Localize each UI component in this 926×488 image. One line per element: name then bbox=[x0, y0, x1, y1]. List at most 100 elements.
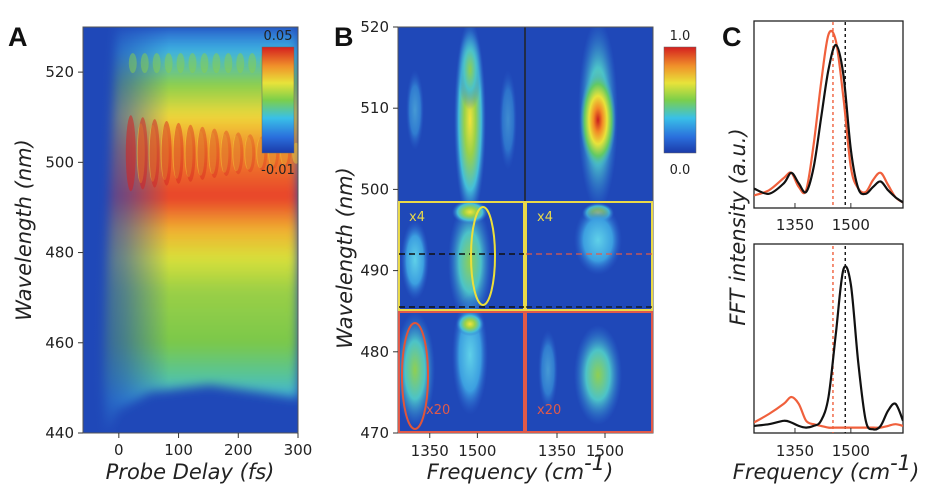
panel-c-top-xtick-label: 1350 bbox=[776, 216, 814, 234]
panel-b-right-x4-box bbox=[525, 201, 653, 311]
panel-c-bottom-xtick-label: 1350 bbox=[776, 442, 814, 460]
panel-b-left-x4-label: x4 bbox=[409, 210, 425, 225]
panel-b-left-top-band bbox=[458, 30, 482, 110]
panel-a-xtick-label: 0 bbox=[114, 441, 124, 459]
panel-b-colorbar-max: 1.0 bbox=[670, 29, 691, 44]
panel-b-ytick-label: 490 bbox=[360, 262, 389, 280]
panel-a-ripple-warm bbox=[244, 136, 253, 170]
panel-b-xtick-label: 1350 bbox=[411, 442, 449, 460]
panel-a-colorbar-max: 0.05 bbox=[264, 29, 293, 44]
panel-a-ripple-warm bbox=[172, 127, 181, 179]
panel-a-ripple-top bbox=[200, 53, 209, 74]
panel-a-ripple-hot bbox=[137, 117, 148, 190]
panel-b-ytick-label: 510 bbox=[360, 99, 389, 117]
panel-a-ripple-hot bbox=[197, 126, 208, 180]
panel-a-xtick-label: 100 bbox=[164, 441, 193, 459]
panel-a-ripple-hot bbox=[233, 132, 244, 175]
panel-a-ytick-label: 480 bbox=[45, 244, 74, 262]
panel-a-ripple-top bbox=[236, 53, 245, 74]
panel-b-colorbar bbox=[663, 46, 697, 154]
panel-a-xtick-label: 200 bbox=[224, 441, 253, 459]
panel-b-right-heatmap bbox=[525, 27, 653, 433]
panel-b-right-x20-band bbox=[574, 325, 622, 425]
panel-a-ripple-hot bbox=[185, 124, 196, 182]
panel-a-axes: 0 100 200 300 440 460 480 500 520 bbox=[45, 63, 312, 459]
panel-b-yellow-ellipse bbox=[470, 206, 496, 306]
panel-b-xtick-label: 1500 bbox=[458, 442, 496, 460]
panel-a-ripple-top bbox=[164, 53, 173, 74]
panel-a-colorbar-min: -0.01 bbox=[261, 163, 295, 178]
panel-b-right-x20-label: x20 bbox=[537, 403, 561, 418]
panel-b-right-x4-label: x4 bbox=[537, 210, 553, 225]
panel-a-ripple-top bbox=[248, 53, 257, 74]
panel-b-right-hotspot bbox=[580, 72, 616, 168]
panel-b-ytick-label: 520 bbox=[360, 18, 389, 36]
panel-a-ripple-top bbox=[212, 53, 221, 74]
panel-c-bottom-frame bbox=[753, 243, 904, 434]
panel-b-left-x4-box bbox=[398, 201, 525, 311]
panel-a-ripple-top bbox=[152, 53, 161, 74]
panel-b-left-x20-box bbox=[398, 311, 525, 433]
panel-c-xlabel: Frequency (cm-1) bbox=[733, 451, 920, 484]
panel-b-ylabel: Wavelength (nm) bbox=[333, 167, 357, 349]
panel-c-axes: 1350 1350 1500 1500 bbox=[776, 203, 870, 460]
panel-b-ytick-label: 470 bbox=[360, 424, 389, 442]
panel-b-left-x4-band-a bbox=[401, 220, 429, 300]
panel-a-ytick-label: 460 bbox=[45, 334, 74, 352]
panel-b-red-ellipse bbox=[401, 322, 429, 430]
panel-b-left-heatmap bbox=[398, 27, 525, 433]
panel-b-left-right-band bbox=[499, 70, 517, 170]
panel-a-ripple-warm bbox=[232, 135, 241, 172]
panel-a-xtick-label: 300 bbox=[284, 441, 313, 459]
panel-b-label: B bbox=[334, 22, 354, 52]
panel-a-ripple-hot bbox=[161, 121, 172, 186]
panel-b-left-side-band bbox=[406, 70, 424, 150]
panel-a-ripple-warm bbox=[220, 133, 229, 173]
panel-b-left-x4-band-b bbox=[448, 202, 492, 322]
panel-a-ripple-hot bbox=[209, 128, 220, 179]
panel-b-ytick-label: 500 bbox=[360, 180, 389, 198]
panel-a-ripple-top bbox=[128, 53, 137, 74]
panel-a-ytick-label: 520 bbox=[45, 63, 74, 81]
panel-b-left-x20-label: x20 bbox=[426, 403, 450, 418]
panel-b-xtick-label: 1500 bbox=[586, 442, 624, 460]
panel-a-ytick-label: 440 bbox=[45, 424, 74, 442]
panel-a-colorbar bbox=[261, 46, 295, 154]
panel-a-ripple-warm bbox=[208, 132, 217, 175]
panel-c-top-frame bbox=[753, 20, 904, 209]
panel-b-left-x20-hotspot bbox=[456, 312, 484, 336]
panel-a-ripple-hot bbox=[125, 115, 136, 192]
panel-a-ripple-hot bbox=[245, 134, 256, 173]
panel-a-ripple-top bbox=[188, 53, 197, 74]
panel-b-right-x4-band bbox=[574, 205, 622, 275]
panel-a-ytick-label: 500 bbox=[45, 153, 74, 171]
panel-a-xlabel: Probe Delay (fs) bbox=[106, 460, 275, 484]
panel-b-colorbar-min: 0.0 bbox=[670, 163, 691, 178]
panel-a-ripple-warm bbox=[196, 130, 205, 176]
panel-c-ylabel: FFT intensity (a.u.) bbox=[726, 128, 750, 325]
panel-a-ripple-warm bbox=[148, 124, 157, 182]
panel-c-label: C bbox=[722, 22, 742, 52]
panel-a-ripple-top bbox=[176, 53, 185, 74]
panel-b-axes: 470 480 490 500 510 520 1350 1500 1350 1500 bbox=[360, 18, 624, 460]
panel-c-bottom-series-black bbox=[754, 265, 903, 431]
panel-a-ripple-hot bbox=[149, 119, 160, 188]
panel-b-xlabel: Frequency (cm-1) bbox=[427, 451, 614, 484]
panel-c-bottom-xtick-label: 1500 bbox=[832, 442, 870, 460]
panel-a-ripple-top bbox=[140, 53, 149, 74]
panel-c-top-series-black bbox=[754, 43, 903, 204]
panel-c-bottom-plot bbox=[754, 246, 903, 433]
panel-a-label: A bbox=[8, 22, 28, 52]
panel-b-right-x20-box bbox=[525, 311, 653, 433]
panel-c-top-plot bbox=[754, 21, 903, 208]
panel-a-frame bbox=[82, 26, 299, 434]
panel-a-ripple-top bbox=[224, 53, 233, 74]
panel-b-ytick-label: 480 bbox=[360, 343, 389, 361]
panel-b-right-x20-side bbox=[538, 330, 558, 410]
panel-a-ripple-hot bbox=[173, 122, 184, 184]
panel-a-ripple-warm bbox=[160, 126, 169, 181]
panel-b-xtick-label: 1350 bbox=[538, 442, 576, 460]
panel-a-ripple-warm bbox=[184, 129, 193, 178]
